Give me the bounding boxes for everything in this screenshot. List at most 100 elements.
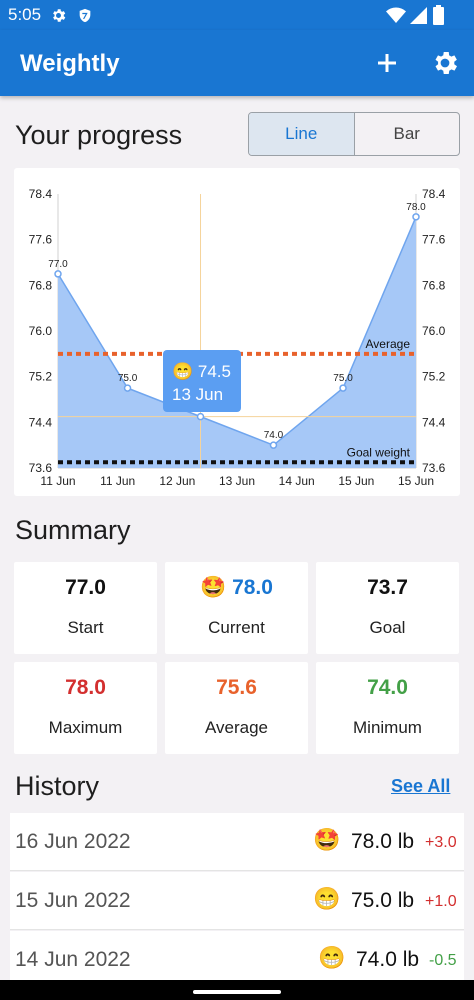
summary-card-current: 🤩 78.0 Current <box>165 562 308 654</box>
y-tick-label-left: 75.2 <box>29 370 53 384</box>
y-tick-label-right: 75.2 <box>422 370 446 384</box>
summary-value: 🤩 78.0 <box>165 576 308 600</box>
summary-label: Start <box>67 618 104 637</box>
mood-emoji-icon: 😁 <box>313 886 341 911</box>
progress-chart[interactable]: 78.4 78.4 77.6 77.6 76.8 76.8 76.0 76.0 75.2 75.2… <box>14 168 460 496</box>
y-tick-label-left: 78.4 <box>29 187 53 201</box>
tooltip-box <box>163 350 241 412</box>
x-tick-label: 11 Jun <box>40 474 75 488</box>
y-tick-label-right: 77.6 <box>422 233 446 247</box>
x-tick-label: 12 Jun <box>159 474 195 488</box>
data-point <box>54 270 62 278</box>
summary-label: Average <box>204 718 268 737</box>
data-label: 78.0 <box>406 202 426 213</box>
y-tick-label-left: 76.8 <box>29 278 53 292</box>
shield-status-icon <box>79 8 91 23</box>
summary-label: Goal <box>369 618 406 637</box>
x-tick-label: 13 Jun <box>219 474 255 488</box>
summary-number: 75.6 <box>216 676 257 699</box>
summary-label: Minimum <box>353 718 422 737</box>
history-weight: 75.0 lb <box>351 889 415 912</box>
weight-area <box>58 216 416 468</box>
average-line-label: Average <box>366 337 411 351</box>
summary-value: 77.0 <box>14 576 157 600</box>
history-date: 15 Jun 2022 <box>15 889 131 912</box>
summary-card-average: 75.6 Average <box>165 662 308 754</box>
x-tick-label: 15 Jun <box>338 474 374 488</box>
y-tick-label-left: 77.6 <box>29 233 53 247</box>
summary-value: 73.7 <box>316 576 459 600</box>
tooltip-value: 😁 74.5 <box>172 362 231 381</box>
y-tick-label-right: 76.0 <box>422 324 446 338</box>
summary-number: 74.0 <box>367 676 408 699</box>
history-row[interactable]: 16 Jun 2022 🤩 78.0 lb +3.0 <box>10 813 464 871</box>
summary-number: 73.7 <box>367 576 408 599</box>
progress-title: Your progress <box>15 120 183 150</box>
summary-card-maximum: 78.0 Maximum <box>14 662 157 754</box>
mood-emoji-icon: 🤩 <box>200 576 227 599</box>
history-delta: +3.0 <box>425 834 457 851</box>
y-tick-label-right: 76.8 <box>422 278 446 292</box>
history-delta: +1.0 <box>425 893 457 910</box>
app-title: Weightly <box>20 50 120 77</box>
mood-emoji-icon: 😁 <box>318 945 346 970</box>
app-bar: Weightly <box>0 30 474 96</box>
weight-line <box>57 216 417 447</box>
navigation-bar <box>0 980 474 1000</box>
summary-number: 77.0 <box>65 576 106 599</box>
data-label: 75.0 <box>118 373 138 384</box>
data-point <box>412 213 420 221</box>
progress-chart-card: 78.4 78.4 77.6 77.6 76.8 76.8 76.0 76.0 75.2 75.2… <box>14 168 460 496</box>
summary-card-start: 77.0 Start <box>14 562 157 654</box>
see-all-link[interactable]: See All <box>391 776 451 796</box>
data-point <box>123 384 132 392</box>
summary-number: 78.0 <box>232 576 273 599</box>
history-delta: -0.5 <box>429 952 457 969</box>
summary-card-minimum: 74.0 Minimum <box>316 662 459 754</box>
line-toggle-button[interactable]: Line <box>249 113 355 155</box>
data-label: 75.0 <box>333 373 353 384</box>
bar-toggle-button[interactable]: Bar <box>393 124 420 143</box>
history-title: History <box>15 771 100 801</box>
x-tick-label: 11 Jun <box>100 474 135 488</box>
summary-title: Summary <box>15 515 131 545</box>
home-handle[interactable] <box>193 990 281 994</box>
data-point <box>196 412 205 421</box>
tooltip-date: 13 Jun <box>172 385 223 404</box>
history-date: 14 Jun 2022 <box>15 948 131 971</box>
signal-icon <box>410 7 427 24</box>
chart-type-toggle: Line Bar <box>248 112 460 156</box>
status-bar: 5:05 <box>0 0 474 30</box>
data-label: 77.0 <box>48 259 68 270</box>
y-tick-label-right: 78.4 <box>422 187 446 201</box>
settings-button[interactable] <box>430 48 460 78</box>
add-entry-button[interactable] <box>372 48 402 78</box>
mood-emoji-icon: 🤩 <box>313 827 341 852</box>
data-label: 74.0 <box>264 430 284 441</box>
summary-value: 74.0 <box>316 676 459 700</box>
history-weight: 74.0 lb <box>356 948 420 971</box>
x-tick-label: 15 Jun <box>398 474 434 488</box>
settings-status-icon <box>53 9 66 22</box>
data-point <box>339 384 347 392</box>
summary-label: Current <box>208 618 265 637</box>
y-tick-label-right: 73.6 <box>422 461 446 475</box>
status-time: 5:05 <box>8 5 42 24</box>
summary-label: Maximum <box>48 718 123 737</box>
summary-value: 75.6 <box>165 676 308 700</box>
y-tick-label-right: 74.4 <box>422 415 446 429</box>
history-row[interactable]: 15 Jun 2022 😁 75.0 lb +1.0 <box>10 872 464 930</box>
history-weight: 78.0 lb <box>351 830 415 853</box>
battery-icon <box>433 5 444 25</box>
history-row[interactable]: 14 Jun 2022 😁 74.0 lb -0.5 <box>10 931 464 989</box>
data-point <box>269 441 278 449</box>
summary-card-goal: 73.7 Goal <box>316 562 459 654</box>
x-tick-label: 14 Jun <box>279 474 315 488</box>
goal-line-label: Goal weight <box>347 445 411 459</box>
history-date: 16 Jun 2022 <box>15 830 131 853</box>
summary-number: 78.0 <box>65 676 106 699</box>
y-tick-label-left: 73.6 <box>29 461 53 475</box>
summary-value: 78.0 <box>14 676 157 700</box>
wifi-icon <box>386 7 406 23</box>
y-tick-label-left: 76.0 <box>29 324 53 338</box>
